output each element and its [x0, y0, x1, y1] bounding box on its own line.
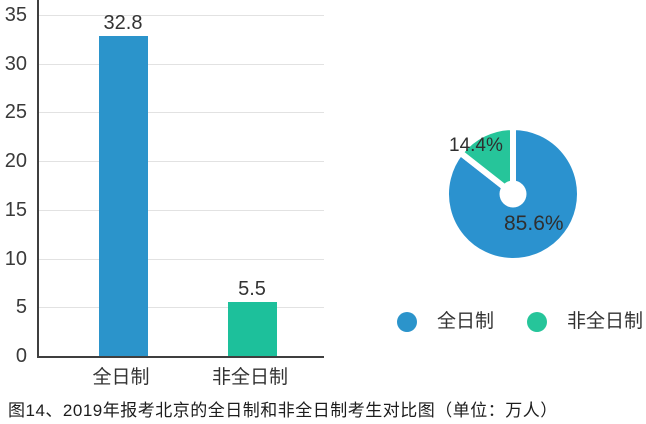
- bar-value-label: 32.8: [103, 12, 143, 35]
- grid-line: [39, 15, 324, 16]
- grid-line: [39, 112, 324, 114]
- legend-dot-icon: [527, 312, 548, 332]
- y-axis-tick-label: 5: [15, 296, 27, 319]
- bar-1: [227, 302, 277, 356]
- bar-value-label: 5.5: [238, 278, 266, 301]
- y-axis-tick-label: 10: [4, 247, 27, 270]
- pie-slice-1: [457, 124, 516, 197]
- legend-label: 全日制: [437, 311, 495, 332]
- y-axis-tick-label: 25: [4, 101, 27, 124]
- grid-line: [39, 161, 324, 163]
- pie-donut-hole: [499, 180, 527, 208]
- y-axis-tick-label: 35: [4, 4, 27, 26]
- bar-plot-area: 32.8 5.5: [37, 0, 324, 358]
- x-category-label: 非全日制: [211, 367, 288, 388]
- figure-caption: 图14、2019年报考北京的全日制和非全日制考生对比图（单位：万人）: [8, 401, 558, 420]
- y-axis-tick-label: 15: [4, 198, 27, 221]
- bar-0: [98, 36, 148, 356]
- grid-line: [39, 63, 324, 65]
- grid-line: [39, 307, 324, 309]
- grid-line: [39, 258, 324, 260]
- pie-legend: 全日制 非全日制: [397, 312, 643, 332]
- pie-chart: [443, 124, 583, 264]
- y-axis-tick-label: 0: [15, 345, 27, 367]
- legend-label: 非全日制: [567, 311, 644, 332]
- pie-slice-label-fulltime: 85.6%: [504, 212, 564, 235]
- legend-dot-icon: [397, 312, 417, 332]
- bar-chart: 32.8 5.5 0 5 10 15 20 25 30 35 全日制 非全日制: [0, 0, 340, 392]
- pie-slice-label-parttime: 14.4%: [449, 135, 503, 156]
- y-axis-tick-label: 30: [4, 52, 27, 75]
- legend-item-0: 全日制: [397, 312, 494, 332]
- y-axis-tick-label: 20: [4, 150, 27, 173]
- legend-item-1: 非全日制: [527, 312, 643, 332]
- x-category-label: 全日制: [92, 367, 150, 388]
- grid-line: [39, 209, 324, 211]
